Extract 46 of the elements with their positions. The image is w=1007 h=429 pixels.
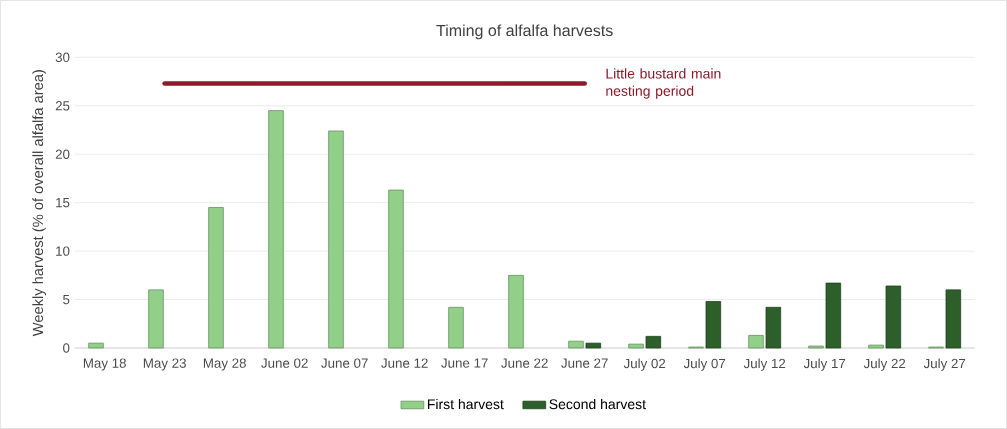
bar bbox=[328, 130, 344, 349]
x-tick-label: May 23 bbox=[143, 358, 186, 371]
y-tick-label: 25 bbox=[55, 101, 70, 111]
x-tick-label: July 27 bbox=[923, 358, 966, 371]
x-tick-label: June 22 bbox=[501, 358, 548, 368]
y-tick-label: 0 bbox=[63, 343, 70, 353]
x-tick-label: May 28 bbox=[203, 358, 246, 371]
y-axis-title: Weekly harvest (% of overall alfalfa area) bbox=[32, 70, 46, 337]
bar bbox=[945, 289, 962, 349]
bar bbox=[448, 306, 464, 349]
bar bbox=[388, 189, 404, 349]
y-tick-label: 5 bbox=[63, 294, 70, 305]
bar bbox=[748, 335, 764, 349]
x-tick-label: June 02 bbox=[261, 358, 308, 368]
x-tick-label: May 18 bbox=[83, 358, 126, 371]
bar bbox=[825, 282, 842, 349]
bar bbox=[885, 285, 902, 349]
bar bbox=[148, 289, 164, 349]
bar bbox=[268, 110, 284, 349]
bar bbox=[88, 342, 104, 349]
x-tick-label: July 12 bbox=[743, 358, 786, 371]
y-tick-label: 30 bbox=[55, 52, 70, 63]
x-tick-label: July 17 bbox=[803, 358, 846, 371]
legend-label: First harvest bbox=[428, 398, 504, 410]
bar bbox=[705, 301, 722, 349]
bar bbox=[868, 344, 884, 349]
bar bbox=[765, 306, 782, 349]
bar bbox=[628, 343, 644, 349]
y-tick-label: 10 bbox=[56, 246, 70, 256]
x-tick-label: June 07 bbox=[321, 358, 368, 368]
x-tick-label: July 07 bbox=[683, 358, 726, 371]
x-tick-label: July 22 bbox=[863, 358, 906, 371]
legend-label: Second harvest bbox=[549, 398, 646, 410]
x-tick-label: June 27 bbox=[561, 358, 608, 368]
chart-title: Timing of alfalfa harvests bbox=[436, 24, 613, 40]
x-tick-label: July 02 bbox=[623, 358, 666, 371]
x-tick-label: June 17 bbox=[441, 358, 488, 368]
bar bbox=[585, 342, 602, 349]
y-tick-label: 20 bbox=[55, 149, 70, 159]
bar bbox=[568, 340, 584, 349]
bar bbox=[645, 335, 662, 349]
bar bbox=[508, 274, 524, 349]
x-tick-label: June 12 bbox=[381, 358, 428, 368]
series-label: Little bustard main nesting period bbox=[606, 68, 721, 99]
bar bbox=[208, 207, 224, 349]
y-tick-label: 15 bbox=[56, 198, 70, 208]
